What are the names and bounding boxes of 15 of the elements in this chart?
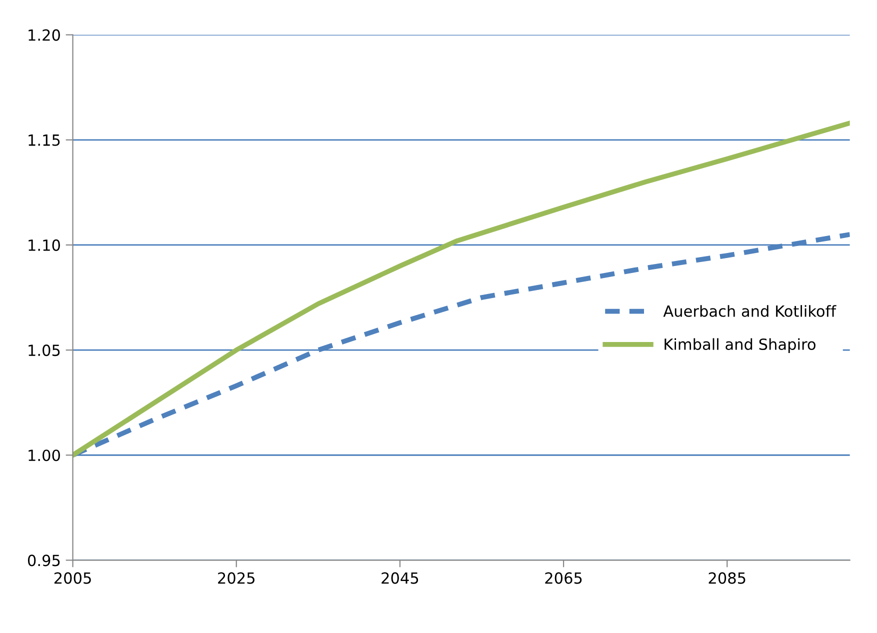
y-tick-label: 1.15 — [28, 134, 60, 146]
legend-label: Auerbach and Kotlikoff — [663, 305, 836, 317]
x-tick-label: 2065 — [545, 572, 582, 584]
y-tick-label: 1.00 — [28, 450, 60, 462]
x-tick-label: 2085 — [708, 572, 746, 584]
x-tick-label: 2045 — [382, 572, 418, 584]
line-series — [72, 232, 850, 458]
y-tick-label: 0.95 — [28, 554, 60, 566]
x-tick-label: 2005 — [54, 572, 91, 584]
y-tick-label: 1.20 — [28, 29, 60, 41]
x-tick-label: 2025 — [218, 572, 254, 584]
legend-label: Kimball and Shapiro — [664, 338, 816, 353]
y-tick-label: 1.05 — [28, 344, 60, 356]
line-series — [72, 120, 850, 458]
y-tick-label: 1.10 — [28, 239, 60, 251]
